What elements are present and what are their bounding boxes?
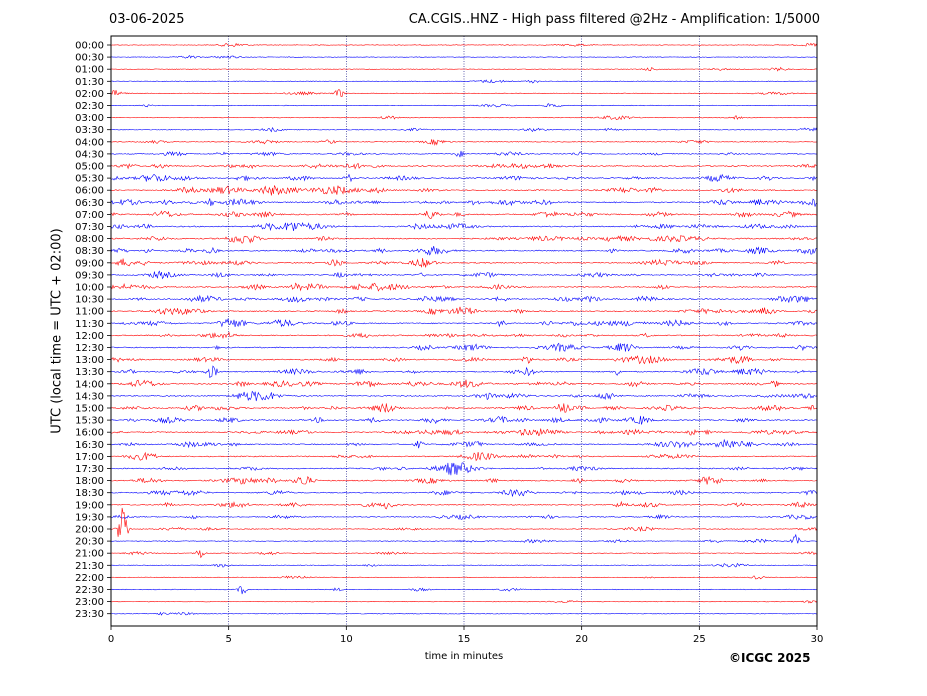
- y-tick-label: 14:00: [75, 379, 104, 390]
- y-tick-label: 16:30: [75, 440, 104, 451]
- trace-2200: [110, 575, 818, 580]
- y-tick-label: 00:30: [75, 53, 104, 64]
- y-tick-label: 05:30: [75, 174, 104, 185]
- trace-1800: [110, 475, 818, 485]
- x-tick-label: 25: [693, 634, 706, 645]
- trace-0030: [110, 55, 818, 59]
- trace-0930: [110, 270, 818, 280]
- trace-0630: [110, 198, 818, 207]
- trace-0300: [110, 115, 818, 120]
- y-tick-label: 02:00: [75, 89, 104, 100]
- y-tick-label: 18:00: [75, 476, 104, 487]
- y-tick-label: 21:30: [75, 561, 104, 572]
- trace-1200: [110, 331, 818, 339]
- trace-1830: [110, 489, 818, 497]
- trace-1600: [110, 428, 818, 437]
- x-tick-label: 10: [340, 634, 353, 645]
- y-tick-label: 18:30: [75, 488, 104, 499]
- y-tick-label: 17:30: [75, 464, 104, 475]
- y-tick-label: 21:00: [75, 549, 104, 560]
- chart-date: 03-06-2025: [109, 12, 185, 27]
- trace-0330: [110, 126, 818, 133]
- y-tick-label: 23:30: [75, 609, 104, 620]
- y-tick-label: 09:00: [75, 258, 104, 269]
- trace-2100: [110, 550, 818, 559]
- y-tick-label: 20:30: [75, 537, 104, 548]
- y-tick-label: 09:30: [75, 270, 104, 281]
- y-tick-label: 16:00: [75, 428, 104, 439]
- trace-1530: [110, 415, 817, 425]
- y-tick-label: 22:00: [75, 573, 104, 584]
- plot-frame: [110, 35, 818, 627]
- y-tick-label: 07:30: [75, 222, 104, 233]
- trace-0230: [110, 103, 818, 108]
- y-tick-label: 20:00: [75, 525, 104, 536]
- trace-1130: [110, 317, 818, 328]
- y-tick-label: 02:30: [75, 101, 104, 112]
- y-tick-label: 23:00: [75, 597, 104, 608]
- y-tick-label: 07:00: [75, 210, 104, 221]
- trace-1230: [110, 342, 818, 352]
- y-tick-label: 13:30: [75, 367, 104, 378]
- y-tick-label: 06:30: [75, 198, 104, 209]
- trace-2000: [111, 507, 818, 537]
- chart-title: CA.CGIS..HNZ - High pass filtered @2Hz -…: [408, 12, 820, 27]
- y-tick-label: 08:30: [75, 246, 104, 257]
- y-tick-label: 17:00: [75, 452, 104, 463]
- x-tick-label: 0: [108, 634, 114, 645]
- trace-1300: [110, 355, 818, 365]
- y-tick-label: 10:30: [75, 295, 104, 306]
- trace-0530: [111, 173, 818, 183]
- grid-layer: [228, 36, 700, 626]
- copyright-label: ©ICGC 2025: [729, 651, 811, 665]
- trace-1900: [110, 500, 818, 510]
- x-axis-label: time in minutes: [424, 651, 504, 662]
- y-tick-label: 19:30: [75, 512, 104, 523]
- y-tick-label: 12:00: [75, 331, 104, 342]
- y-tick-label: 00:00: [75, 41, 104, 52]
- y-tick-label: 04:00: [75, 137, 104, 148]
- y-tick-label: 22:30: [75, 585, 104, 596]
- y-tick-label: 03:30: [75, 125, 104, 136]
- trace-0000: [110, 42, 818, 48]
- x-tick-label: 15: [458, 634, 471, 645]
- x-tick-label: 20: [575, 634, 588, 645]
- trace-2130: [110, 562, 818, 568]
- x-tick-label: 5: [225, 634, 231, 645]
- y-tick-label: 15:30: [75, 416, 104, 427]
- y-tick-label: 12:30: [75, 343, 104, 354]
- y-tick-label: 10:00: [75, 283, 104, 294]
- y-tick-label: 14:30: [75, 391, 104, 402]
- y-tick-label: 05:00: [75, 162, 104, 173]
- y-tick-label: 03:00: [75, 113, 104, 124]
- trace-2230: [110, 586, 818, 595]
- trace-0200: [110, 89, 818, 98]
- y-tick-label: 13:00: [75, 355, 104, 366]
- y-tick-label: 01:30: [75, 77, 104, 88]
- y-tick-label: 01:00: [75, 65, 104, 76]
- tick-layer: 00:0000:3001:0001:3002:0002:3003:0003:30…: [75, 41, 823, 646]
- trace-1100: [110, 306, 818, 316]
- trace-0700: [110, 210, 818, 219]
- trace-1500: [110, 403, 818, 413]
- y-tick-label: 15:00: [75, 404, 104, 415]
- y-tick-label: 06:00: [75, 186, 104, 197]
- y-tick-label: 11:30: [75, 319, 104, 330]
- x-tick-label: 30: [811, 634, 824, 645]
- y-tick-label: 04:30: [75, 149, 104, 160]
- y-tick-label: 11:00: [75, 307, 104, 318]
- y-tick-label: 08:00: [75, 234, 104, 245]
- y-tick-label: 19:00: [75, 500, 104, 511]
